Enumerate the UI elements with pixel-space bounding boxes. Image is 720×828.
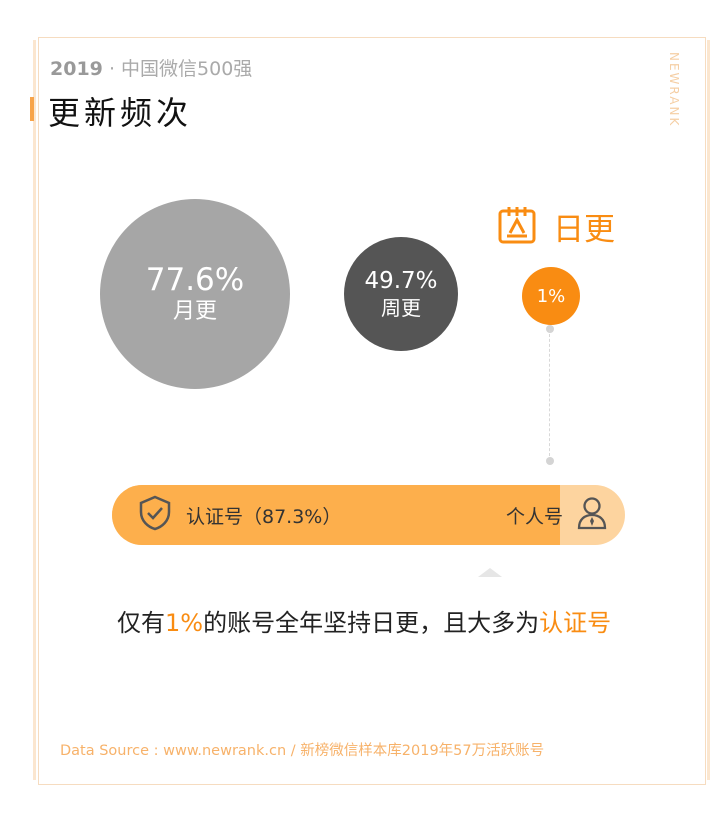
- connector-dot-bottom: [546, 457, 554, 465]
- bubble-weekly: 49.7% 周更: [344, 237, 458, 351]
- account-split-bar: 认证号（87.3%） 个人号: [112, 485, 625, 545]
- brand-watermark: NEWRANK: [667, 52, 681, 128]
- bubble-monthly-value: 77.6%: [145, 262, 245, 298]
- data-source: Data Source : www.newrank.cn / 新榜微信样本库20…: [60, 743, 545, 759]
- caption-part1: 仅有: [117, 609, 165, 637]
- card-edge-right: [707, 40, 710, 780]
- subtitle-text: 中国微信500强: [121, 58, 253, 80]
- bubble-weekly-value: 49.7%: [364, 268, 438, 294]
- certified-group: 认证号（87.3%）: [138, 485, 341, 545]
- subtitle-year: 2019: [50, 58, 103, 80]
- daily-heading: 日更: [497, 204, 615, 249]
- daily-heading-label: 日更: [553, 212, 615, 248]
- subtitle-separator: ·: [108, 58, 115, 80]
- pointer-triangle: [478, 568, 502, 577]
- person-icon: [577, 496, 607, 534]
- caption-part2: 的账号全年坚持日更，且大多为: [203, 609, 540, 637]
- card-frame: [38, 37, 706, 785]
- subtitle: 2019 · 中国微信500强: [50, 54, 252, 81]
- caption: 仅有1%的账号全年坚持日更，且大多为认证号: [117, 603, 611, 638]
- caption-highlight-2: 认证号: [539, 609, 612, 637]
- shield-check-icon: [138, 495, 172, 535]
- bubble-daily-value: 1%: [536, 285, 566, 307]
- caption-highlight-1: 1%: [165, 609, 204, 637]
- page-title: 更新频次: [48, 94, 193, 132]
- personal-group: 个人号: [506, 485, 607, 545]
- calendar-icon: [497, 205, 537, 249]
- bubble-daily: 1%: [522, 267, 580, 325]
- certified-label: 认证号（87.3%）: [186, 505, 342, 528]
- connector-line: [549, 329, 550, 461]
- bubble-monthly-label: 月更: [172, 299, 217, 324]
- certified-segment: [112, 485, 560, 545]
- title-accent-bar: [30, 97, 34, 121]
- personal-label: 个人号: [505, 505, 563, 528]
- bubble-monthly: 77.6% 月更: [100, 199, 290, 389]
- bubble-weekly-label: 周更: [381, 296, 421, 320]
- connector-dot-top: [546, 325, 554, 333]
- card-edge-left: [33, 40, 36, 780]
